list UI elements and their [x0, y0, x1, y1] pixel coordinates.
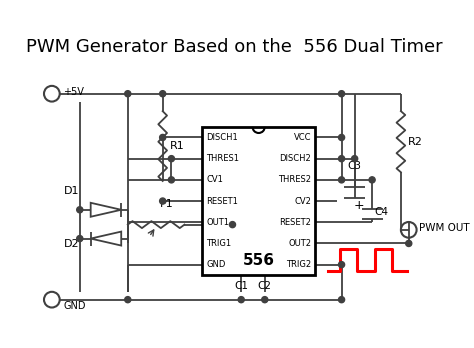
Circle shape: [338, 156, 345, 162]
Circle shape: [338, 177, 345, 183]
Text: VCC: VCC: [293, 133, 311, 142]
Circle shape: [125, 296, 131, 303]
Circle shape: [338, 134, 345, 141]
Text: DISCH1: DISCH1: [206, 133, 238, 142]
Circle shape: [262, 296, 268, 303]
Circle shape: [352, 156, 358, 162]
Circle shape: [160, 91, 166, 97]
Text: TRIG1: TRIG1: [206, 239, 231, 248]
Circle shape: [125, 91, 131, 97]
Text: C2: C2: [258, 281, 272, 291]
Text: CV2: CV2: [294, 197, 311, 206]
Text: THRES1: THRES1: [206, 154, 239, 163]
Text: GND: GND: [63, 301, 86, 311]
Text: D1: D1: [64, 186, 80, 196]
Text: +: +: [354, 199, 365, 212]
Text: OUT2: OUT2: [288, 239, 311, 248]
Circle shape: [168, 177, 174, 183]
Text: +5V: +5V: [63, 87, 84, 97]
Circle shape: [168, 156, 174, 162]
Text: 556: 556: [243, 253, 274, 268]
Text: GND: GND: [206, 260, 226, 269]
Text: TRIG2: TRIG2: [286, 260, 311, 269]
Circle shape: [229, 222, 236, 228]
Circle shape: [338, 296, 345, 303]
Circle shape: [238, 296, 244, 303]
Text: R2: R2: [408, 137, 423, 147]
Circle shape: [406, 240, 412, 246]
Circle shape: [369, 177, 375, 183]
Text: RESET2: RESET2: [279, 218, 311, 227]
Circle shape: [77, 236, 83, 242]
Text: PWM Generator Based on the  556 Dual Timer: PWM Generator Based on the 556 Dual Time…: [26, 38, 443, 56]
Text: C4: C4: [375, 207, 389, 218]
Text: C1: C1: [234, 281, 248, 291]
Text: OUT1: OUT1: [206, 218, 229, 227]
Circle shape: [160, 134, 166, 141]
Circle shape: [77, 207, 83, 213]
Bar: [202, 127, 315, 275]
Circle shape: [160, 198, 166, 204]
Circle shape: [338, 91, 345, 97]
Text: R1: R1: [170, 141, 184, 151]
Text: CV1: CV1: [206, 175, 223, 184]
Text: P1: P1: [160, 199, 174, 209]
Text: RESET1: RESET1: [206, 197, 238, 206]
Text: THRES2: THRES2: [278, 175, 311, 184]
Text: PWM OUT: PWM OUT: [419, 223, 470, 233]
Circle shape: [338, 262, 345, 268]
Text: DISCH2: DISCH2: [279, 154, 311, 163]
Text: C3: C3: [347, 160, 362, 171]
Text: D2: D2: [64, 239, 80, 249]
